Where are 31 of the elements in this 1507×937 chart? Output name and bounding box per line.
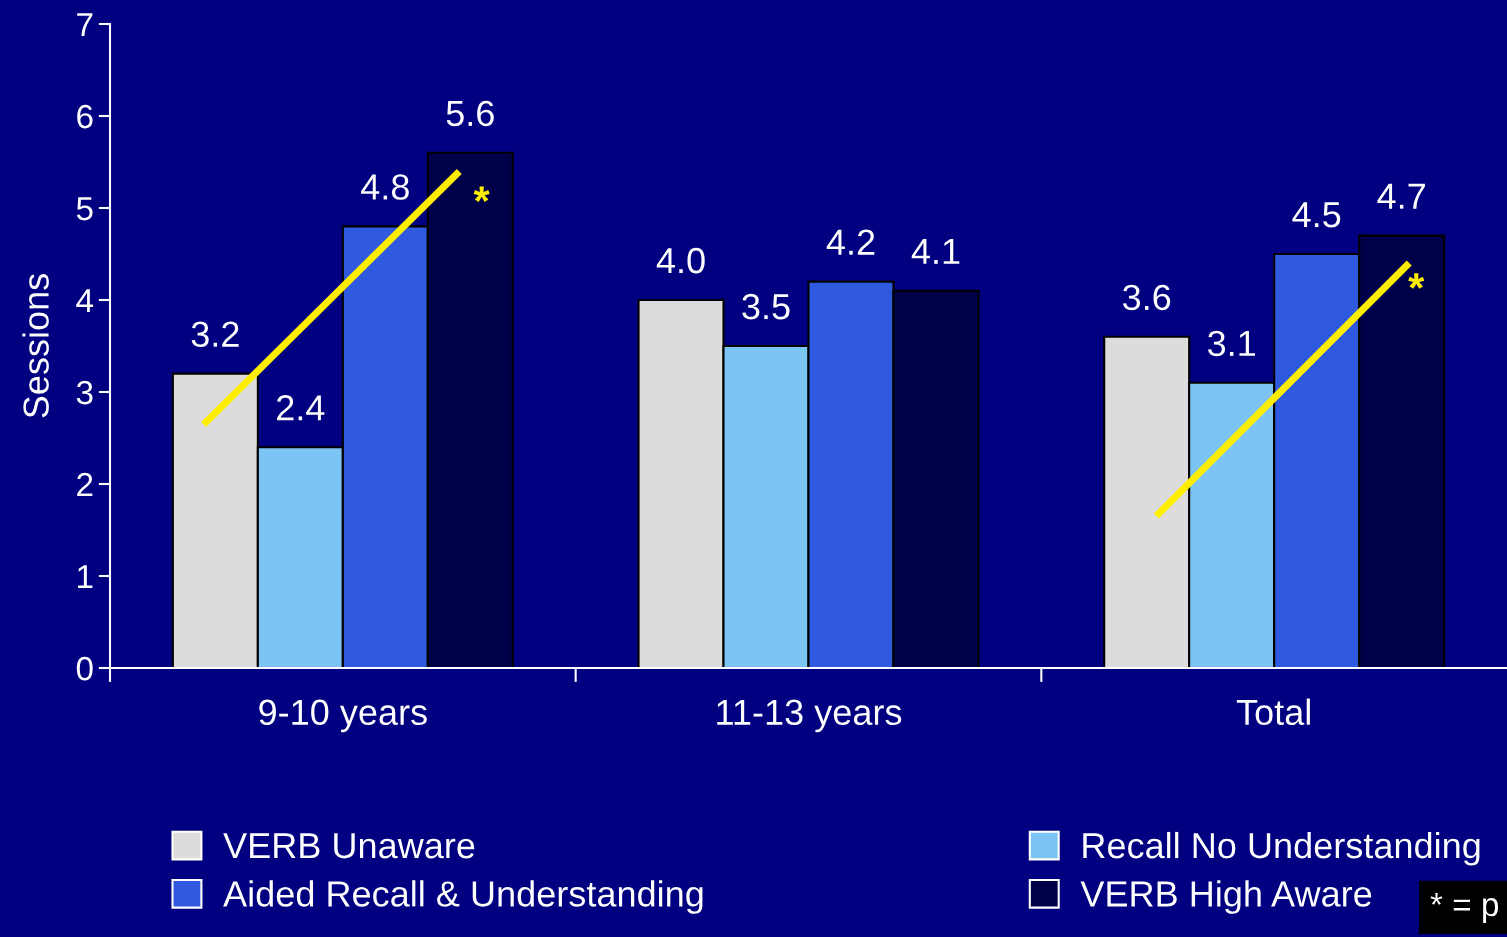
annotation: * (473, 186, 490, 202)
y-tick-label: 7 (77, 13, 93, 37)
y-axis-title: Sessions (22, 274, 49, 418)
y-tick-label: 1 (78, 565, 93, 589)
data-label: 3.1 (1207, 330, 1256, 357)
data-label: 4.8 (361, 174, 409, 200)
y-tick-label: 0 (76, 656, 93, 681)
data-label: 4.0 (656, 247, 705, 274)
data-label: 4.2 (826, 229, 875, 255)
text: * = p (1430, 893, 1499, 923)
data-label: 3.5 (742, 293, 790, 320)
legend-label: VERB High Aware (1080, 880, 1372, 914)
x-tick-label: 11-13 years (717, 699, 902, 733)
x-tick-label: Total (1236, 698, 1310, 726)
data-label: 2.4 (277, 395, 325, 421)
data-label: 4.7 (1377, 183, 1425, 209)
data-label: 4.5 (1292, 202, 1341, 228)
annotation: * (1408, 273, 1425, 289)
legend-label: VERB Unaware (223, 833, 475, 859)
y-tick-label: 2 (77, 472, 93, 497)
data-label: 4.1 (911, 239, 960, 264)
y-tick-label: 3 (76, 380, 93, 405)
y-tick-label: 5 (76, 197, 93, 221)
data-label: 3.6 (1122, 284, 1171, 311)
data-label: 5.6 (446, 100, 494, 127)
y-tick-label: 4 (76, 289, 94, 313)
legend-label: Aided Recall & Understanding (223, 880, 703, 914)
data-label: 3.2 (191, 321, 239, 348)
x-tick-label: 9-10 years (259, 699, 427, 733)
y-tick-label: 6 (77, 104, 93, 129)
legend-label: Recall No Understanding (1083, 831, 1480, 866)
